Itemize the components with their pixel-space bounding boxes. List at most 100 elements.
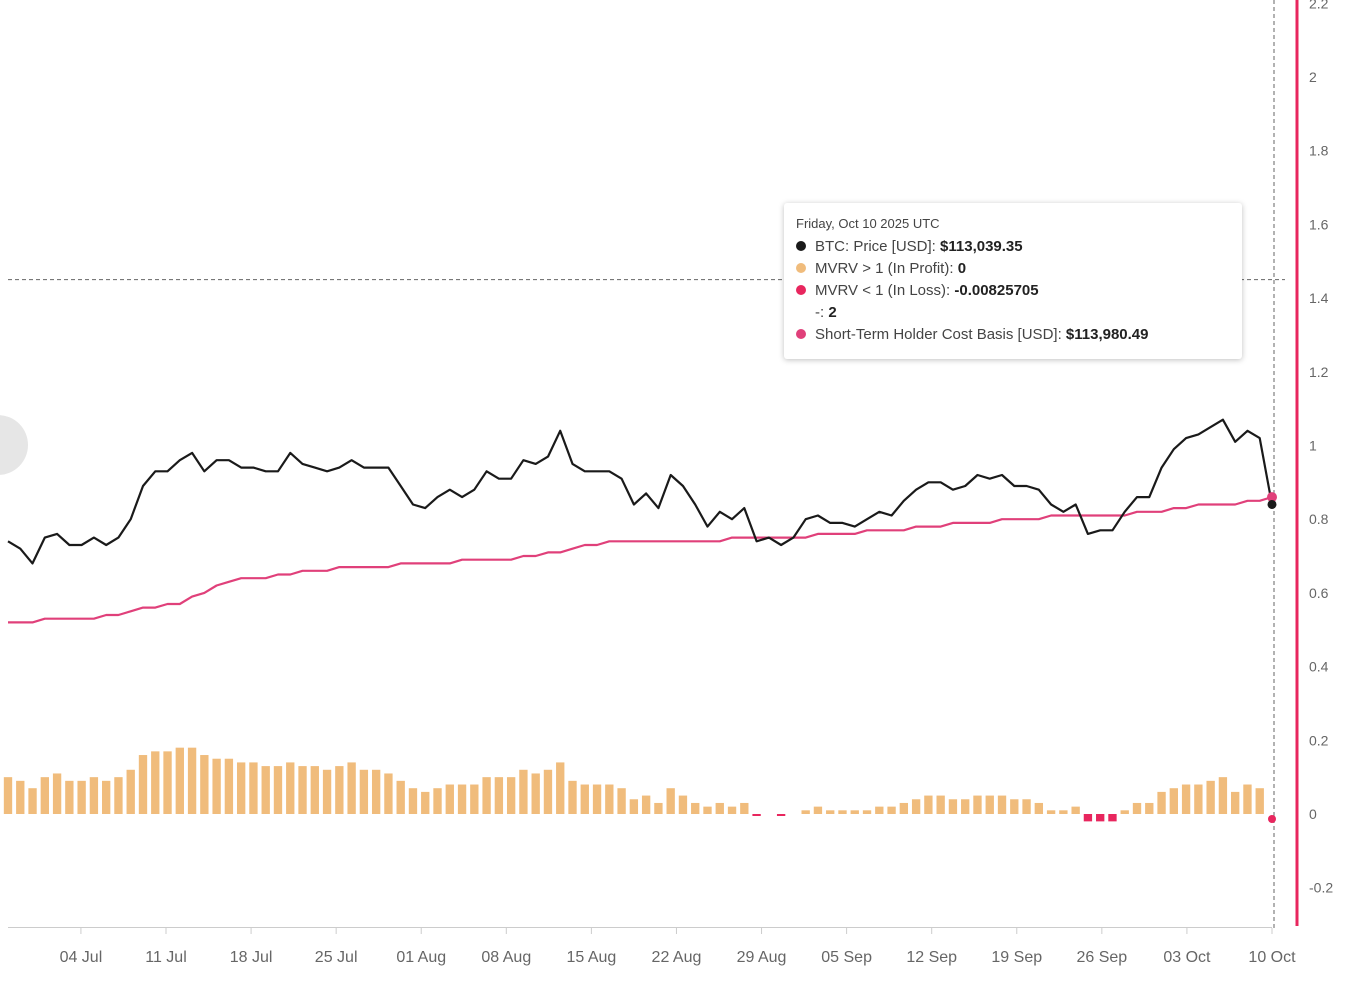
bar-mvrv-profit [531,773,540,814]
y-tick-label: 0 [1309,806,1317,822]
bar-mvrv-loss [1108,814,1117,822]
bar-mvrv-profit [40,777,49,814]
bar-mvrv-profit [813,806,823,814]
marker-btc-price [1267,499,1277,509]
tooltip-date: Friday, Oct 10 2025 UTC [796,216,940,231]
bar-mvrv-profit [924,795,933,814]
bar-mvrv-profit [1243,784,1252,814]
bar-mvrv-profit [1120,810,1129,814]
bar-mvrv-profit [28,788,37,814]
bar-mvrv-profit [212,758,221,814]
tooltip: Friday, Oct 10 2025 UTC BTC: Price [USD]… [784,203,1242,359]
bar-mvrv-profit [236,762,246,814]
bar-mvrv-loss [752,814,761,816]
bar-mvrv-profit [384,773,393,814]
bar-mvrv-loss [776,814,786,816]
bar-mvrv-profit [543,769,553,814]
bar-mvrv-profit [911,799,921,814]
tooltip-label: MVRV < 1 (In Loss): [815,282,955,299]
bar-mvrv-profit [568,780,577,814]
tooltip-label: BTC: Price [USD]: [815,238,941,255]
bar-mvrv-profit [678,795,688,814]
x-tick-label: 15 Aug [566,949,616,966]
tooltip-value: $113,980.49 [1065,326,1149,343]
x-tick-label: 03 Oct [1163,949,1211,966]
bar-mvrv-profit [826,810,835,814]
x-tick-label: 01 Aug [396,949,446,966]
bar-mvrv-profit [163,751,172,814]
bar-mvrv-profit [519,769,528,814]
bar-mvrv-profit [89,777,99,814]
line-sth-cost-basis [8,496,1273,624]
bar-mvrv-profit [286,762,295,814]
bar-mvrv-profit [77,780,86,814]
tooltip-value: 0 [957,260,967,277]
x-tick-label: 08 Aug [481,949,531,966]
y-tick-label: 2 [1309,69,1317,85]
bar-mvrv-profit [359,769,369,814]
logo-watermark [0,415,28,475]
bar-mvrv-profit [936,795,945,814]
x-tick-label: 10 Oct [1248,949,1296,966]
bar-mvrv-profit [617,788,626,814]
bar-mvrv-profit [298,766,307,814]
bar-mvrv-profit [273,766,283,814]
x-tick-label: 22 Aug [652,949,702,966]
bar-mvrv-profit [52,773,62,814]
y-tick-label: -0.2 [1309,880,1333,896]
bar-mvrv-profit [396,780,405,814]
y-tick-label: 1.8 [1309,143,1329,159]
bar-mvrv-profit [1132,802,1142,814]
bar-mvrv-profit [371,769,381,814]
bar-mvrv-profit [1145,802,1154,814]
bar-mvrv-profit [1169,788,1178,814]
bar-mvrv-profit [138,755,148,814]
y-tick-label: 0.4 [1309,659,1329,675]
marker-sth-cost-basis [1267,492,1277,503]
bar-mvrv-profit [838,810,847,814]
x-tick-label: 26 Sep [1076,949,1127,966]
x-tick-label: 05 Sep [821,949,872,966]
bar-mvrv-profit [1046,810,1056,814]
tooltip-label: -: [815,304,829,321]
bar-mvrv-profit [997,795,1007,814]
y-tick-label: 1.2 [1309,364,1329,380]
bar-mvrv-profit [224,758,234,814]
bar-mvrv-profit [421,791,430,814]
bar-mvrv-profit [310,766,319,814]
bar-mvrv-profit [1181,784,1191,814]
bar-mvrv-profit [1255,788,1264,814]
hover-markers [1267,492,1277,823]
mvrv-bars [3,747,1264,822]
line-btc-price [7,418,1274,565]
x-tick-label: 25 Jul [315,949,358,966]
bar-mvrv-profit [887,806,896,814]
legend-dot-icon [796,263,806,273]
tooltip-row-mvrv-profit: MVRV > 1 (In Profit): 0 [796,260,966,277]
x-tick-label: 12 Sep [906,949,957,966]
bar-mvrv-profit [1010,799,1019,814]
bar-mvrv-profit [1231,791,1240,814]
bar-mvrv-profit [3,777,13,814]
x-tick-label: 19 Sep [991,949,1042,966]
bar-mvrv-profit [1022,799,1031,814]
bar-mvrv-profit [322,769,332,814]
bar-mvrv-profit [727,806,737,814]
legend-dot-icon [796,285,806,295]
bar-mvrv-profit [335,766,344,814]
bar-mvrv-profit [973,795,982,814]
bar-mvrv-profit [703,806,712,814]
bar-mvrv-profit [408,788,418,814]
bar-mvrv-profit [187,747,197,814]
bar-mvrv-profit [261,766,270,814]
legend-dot-icon [796,329,806,339]
legend-dot-icon [796,241,806,251]
bar-mvrv-profit [200,755,209,814]
bar-mvrv-profit [151,751,160,814]
bar-mvrv-profit [801,810,810,814]
x-tick-label: 18 Jul [230,949,273,966]
x-tick-label: 11 Jul [145,949,187,966]
tooltip-row-btc-price: BTC: Price [USD]: $113,039.35 [796,238,1023,255]
